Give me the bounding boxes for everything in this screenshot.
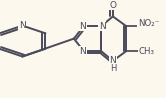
Text: NO₂⁻: NO₂⁻ bbox=[138, 19, 159, 28]
Text: H: H bbox=[110, 64, 116, 73]
Text: N: N bbox=[80, 47, 86, 56]
Text: CH₃: CH₃ bbox=[139, 47, 155, 56]
Text: N: N bbox=[110, 56, 116, 65]
Text: N: N bbox=[80, 22, 86, 31]
Text: O: O bbox=[109, 1, 116, 10]
Text: N: N bbox=[19, 21, 26, 30]
Text: N: N bbox=[99, 22, 105, 31]
